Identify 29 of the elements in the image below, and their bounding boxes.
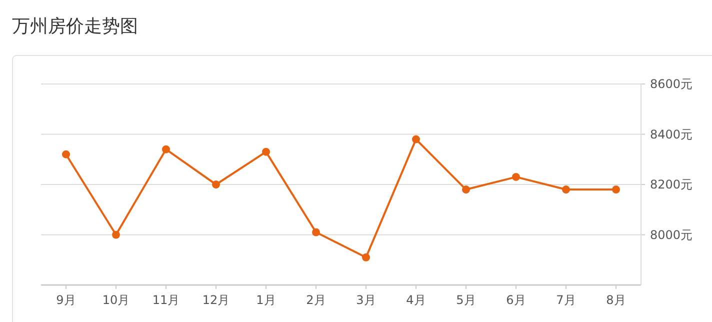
point bbox=[212, 180, 220, 188]
x-tick-label: 6月 bbox=[506, 293, 526, 307]
x-tick-label: 1月 bbox=[256, 293, 276, 307]
y-tick-label: 8600元 bbox=[650, 77, 693, 91]
x-tick-label: 3月 bbox=[356, 293, 376, 307]
point bbox=[312, 228, 320, 236]
point bbox=[162, 145, 170, 154]
point bbox=[462, 186, 470, 194]
x-tick-label: 8月 bbox=[606, 293, 626, 307]
x-tick-label: 9月 bbox=[56, 293, 76, 307]
point bbox=[112, 230, 120, 239]
x-tick-label: 10月 bbox=[102, 293, 130, 307]
x-tick-label: 11月 bbox=[152, 293, 180, 307]
chart-title: 万州房价走势图 bbox=[12, 16, 138, 37]
x-tick-label: 4月 bbox=[406, 293, 426, 307]
point bbox=[262, 148, 270, 156]
point bbox=[562, 186, 570, 194]
point bbox=[62, 150, 70, 158]
x-tick-label: 7月 bbox=[556, 293, 576, 307]
point bbox=[612, 186, 620, 194]
y-tick-label: 8200元 bbox=[650, 178, 693, 192]
x-tick-label: 2月 bbox=[306, 293, 326, 307]
x-tick-label: 5月 bbox=[456, 293, 476, 307]
point bbox=[362, 253, 370, 262]
point bbox=[512, 172, 520, 181]
y-tick-label: 8400元 bbox=[650, 127, 693, 142]
x-tick-label: 12月 bbox=[202, 293, 230, 307]
point bbox=[412, 135, 420, 144]
y-tick-label: 8000元 bbox=[650, 228, 693, 242]
